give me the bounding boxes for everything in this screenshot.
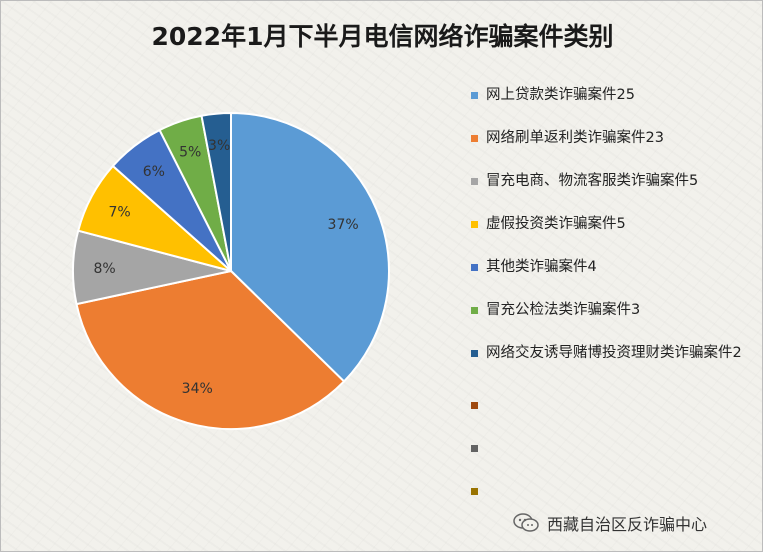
legend-entry-5: 冒充公检法类诈骗案件3	[471, 300, 756, 320]
legend-entry-6: 网络交友诱导赌博投资理财类诈骗案件2	[471, 343, 756, 363]
legend-entry-8	[471, 438, 756, 452]
legend-label-4: 其他类诈骗案件4	[486, 259, 597, 275]
pie-data-label-6: 3%	[208, 138, 230, 154]
legend-label-5: 冒充公检法类诈骗案件3	[486, 302, 641, 318]
pie-slice-1	[75, 269, 346, 430]
watermark: 西藏自治区反诈骗中心	[513, 511, 707, 535]
pie-data-label-0: 37%	[328, 217, 359, 233]
legend-entry-3: 虚假投资类诈骗案件5	[471, 214, 756, 234]
pie-slice-6	[200, 111, 232, 272]
legend-swatch-6	[471, 350, 478, 357]
legend-entry-7	[471, 395, 756, 409]
pie-data-label-2: 8%	[94, 261, 116, 277]
legend-entry-0: 网上贷款类诈骗案件25	[471, 85, 756, 105]
legend-entry-1: 网络刷单返利类诈骗案件23	[471, 128, 756, 148]
legend-swatch-4	[471, 264, 478, 271]
legend-swatch-8	[471, 445, 478, 452]
pie-data-label-3: 7%	[109, 204, 131, 220]
wechat-icon	[513, 513, 539, 533]
pie-data-label-4: 6%	[143, 164, 165, 180]
pie-data-label-5: 5%	[179, 144, 201, 160]
pie-slice-0	[230, 111, 390, 383]
legend-swatch-0	[471, 92, 478, 99]
chart-title: 2022年1月下半月电信网络诈骗案件类别	[151, 22, 614, 51]
legend-label-1: 网络刷单返利类诈骗案件23	[486, 130, 664, 146]
legend-swatch-9	[471, 488, 478, 495]
legend-swatch-1	[471, 135, 478, 142]
watermark-text: 西藏自治区反诈骗中心	[547, 515, 708, 534]
legend-swatch-7	[471, 402, 478, 409]
legend-label-6: 网络交友诱导赌博投资理财类诈骗案件2	[486, 345, 742, 361]
legend-label-2: 冒充电商、物流客服类诈骗案件5	[486, 173, 699, 189]
legend-entry-4: 其他类诈骗案件4	[471, 257, 756, 277]
legend-label-0: 网上贷款类诈骗案件25	[486, 87, 635, 103]
legend-entry-9	[471, 481, 756, 495]
legend-swatch-2	[471, 178, 478, 185]
legend-swatch-3	[471, 221, 478, 228]
pie-data-label-1: 34%	[182, 381, 213, 397]
legend-label-3: 虚假投资类诈骗案件5	[486, 216, 626, 232]
legend-entry-2: 冒充电商、物流客服类诈骗案件5	[471, 171, 756, 191]
legend-swatch-5	[471, 307, 478, 314]
